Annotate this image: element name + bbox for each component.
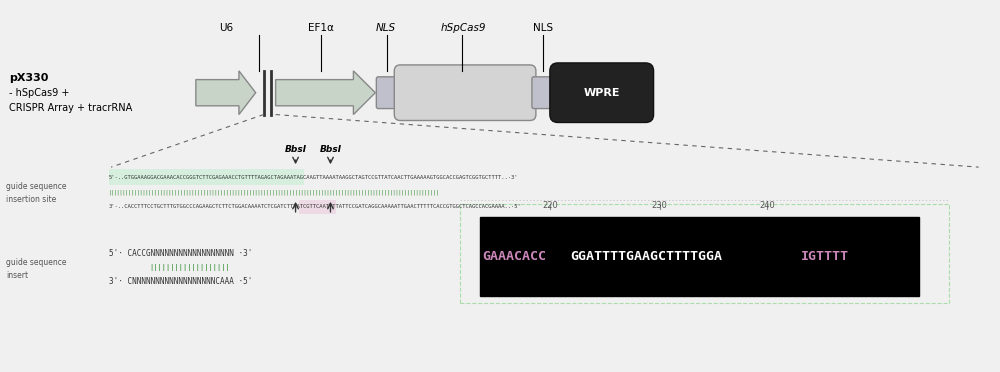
Text: BbsI: BbsI	[319, 145, 342, 154]
Text: insertion site: insertion site	[6, 195, 57, 204]
Text: GGATTTTGAAGCTTTTGGA: GGATTTTGAAGCTTTTGGA	[570, 250, 722, 263]
Text: 240: 240	[759, 201, 775, 210]
Text: CRISPR Array + tracrRNA: CRISPR Array + tracrRNA	[9, 103, 133, 113]
Text: hSpCas9: hSpCas9	[440, 23, 486, 33]
Text: 5'· CACCGNNNNNNNNNNNNNNNNNN ·3': 5'· CACCGNNNNNNNNNNNNNNNNNN ·3'	[109, 249, 252, 258]
FancyBboxPatch shape	[376, 77, 398, 109]
Text: ||||||||||||||||||||||||||||||||||||||||||||||||||||||||||||||||||||||||||||||||: ||||||||||||||||||||||||||||||||||||||||…	[109, 189, 440, 195]
Text: GAAACACC: GAAACACC	[482, 250, 546, 263]
Text: 3'·..CACCTTTCCTGCTTTGTGGCCCAGAAGCTCTTCTGGACAAAATCTCGATCTTTATCGTTCAATTTTATTCCGATC: 3'·..CACCTTTCCTGCTTTGTGGCCCAGAAGCTCTTCTG…	[109, 204, 522, 209]
Text: IGTTTT: IGTTTT	[801, 250, 849, 263]
FancyBboxPatch shape	[550, 63, 654, 122]
Text: pX330: pX330	[9, 73, 49, 83]
Text: WPRE: WPRE	[583, 88, 620, 98]
Text: T2: T2	[894, 251, 906, 262]
Text: |||||||||||||||||||: |||||||||||||||||||	[149, 264, 230, 271]
Text: NLS: NLS	[533, 23, 553, 33]
Text: NLS: NLS	[375, 23, 395, 33]
Text: insert: insert	[6, 271, 28, 280]
Text: U6: U6	[219, 23, 233, 33]
Text: 220: 220	[542, 201, 558, 210]
Polygon shape	[276, 71, 375, 115]
Bar	[109, 169, 304, 185]
Bar	[299, 200, 336, 214]
Text: 5'·..GTGGAAAGGACGAAACACCGGGTCTTCGAGAAACCTGTTTTAGAGCTAGAAATAGCAAGTTAAAATAAGGCTAGT: 5'·..GTGGAAAGGACGAAACACCGGGTCTTCGAGAAACC…	[109, 174, 519, 180]
Polygon shape	[196, 71, 256, 115]
Text: BbsI: BbsI	[285, 145, 307, 154]
Text: guide sequence: guide sequence	[6, 258, 67, 267]
Text: guide sequence: guide sequence	[6, 183, 67, 192]
Text: 3'· CNNNNNNNNNNNNNNNNNNCAAA ·5': 3'· CNNNNNNNNNNNNNNNNNNCAAA ·5'	[109, 277, 252, 286]
Bar	[480, 217, 919, 296]
Text: 230: 230	[652, 201, 667, 210]
Text: EF1α: EF1α	[308, 23, 333, 33]
FancyBboxPatch shape	[532, 77, 554, 109]
Text: - hSpCas9 +: - hSpCas9 +	[9, 88, 70, 98]
FancyBboxPatch shape	[394, 65, 536, 121]
